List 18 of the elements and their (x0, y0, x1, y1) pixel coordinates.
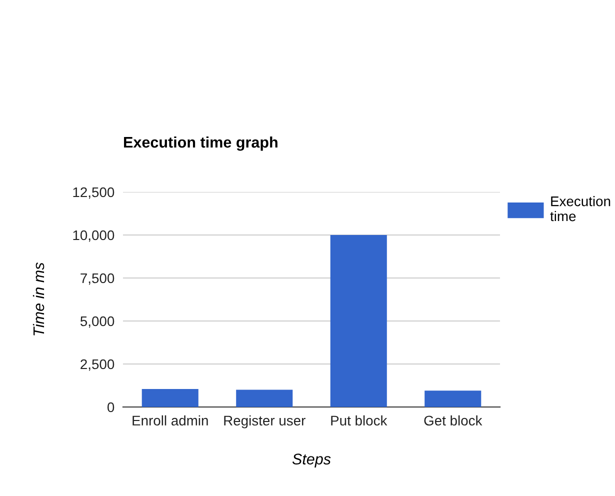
bar (424, 390, 482, 407)
x-tick-label: Get block (424, 415, 482, 426)
y-tick-label: 7,500 (80, 273, 114, 285)
x-tick-label: Put block (331, 415, 388, 426)
bar (236, 390, 293, 407)
x-tick-label: Enroll admin (132, 415, 208, 426)
x-axis-title: Steps (292, 454, 331, 468)
bar (330, 235, 387, 407)
y-axis-title: Time in ms (32, 262, 44, 336)
bar (142, 388, 198, 407)
x-tick-label: Register user (224, 415, 306, 428)
y-tick-label: 12,500 (73, 187, 114, 199)
y-tick-label: 2,500 (80, 359, 114, 371)
y-tick-label: 0 (107, 402, 114, 412)
legend-label: Execution time (550, 196, 610, 222)
chart-title: Execution time graph (124, 136, 278, 151)
y-tick-label: 5,000 (80, 316, 114, 328)
y-tick-label: 10,000 (73, 230, 114, 242)
